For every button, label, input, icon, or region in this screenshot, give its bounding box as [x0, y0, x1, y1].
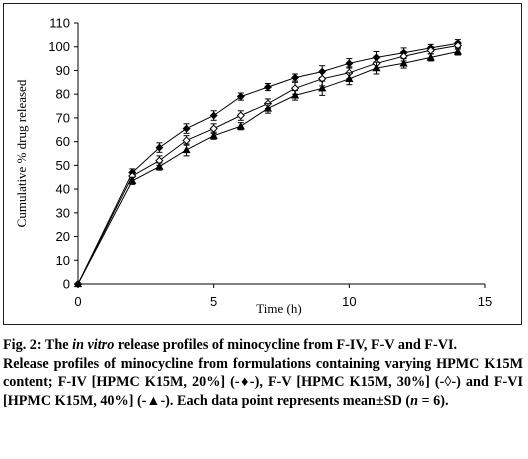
figure-title: Fig. 2: The in vitro release profiles of…	[3, 336, 523, 355]
y-tick-label: 90	[56, 63, 70, 78]
series-1-point	[209, 111, 218, 120]
series-3-point	[236, 121, 245, 130]
series-3-point	[73, 279, 83, 288]
series-1-point	[345, 59, 354, 68]
series-3-point	[128, 176, 137, 184]
figure-caption: Fig. 2: The in vitro release profiles of…	[3, 336, 523, 410]
series-1-line	[77, 42, 458, 285]
figure-title-part-1: The	[44, 337, 73, 353]
series-1-point	[182, 124, 191, 133]
series-2-point	[182, 136, 191, 145]
y-tick-label: 20	[56, 229, 70, 244]
x-tick-label: 0	[74, 294, 81, 309]
series-1-point	[236, 92, 245, 101]
series-3-point	[318, 84, 327, 92]
series-3-point	[426, 53, 435, 61]
y-tick-label: 50	[56, 158, 70, 173]
y-tick-label: 110	[49, 16, 70, 31]
y-tick-label: 0	[63, 277, 70, 292]
series-3-point	[345, 74, 354, 82]
series-3-point	[453, 47, 462, 55]
series-3-line	[77, 51, 459, 285]
y-tick-label: 40	[56, 182, 70, 197]
y-tick-label: 10	[56, 253, 70, 268]
figure-description-text: Release profiles of minocycline from for…	[3, 355, 523, 409]
y-axis-label: Cumulative % drug released	[14, 79, 29, 227]
series-1-point	[263, 83, 272, 92]
series-2-line	[77, 45, 458, 285]
figure-title-part-2: release profiles of minocycline from F-I…	[114, 337, 458, 353]
series-2-point	[209, 124, 218, 133]
series-2-point	[236, 111, 245, 120]
figure-description-end: = 6).	[417, 392, 449, 409]
figure-description-n: n	[410, 392, 418, 409]
series-3-point	[182, 145, 191, 154]
series-1-point	[291, 73, 300, 82]
y-tick-label: 30	[56, 205, 70, 220]
figure-label: Fig. 2:	[3, 337, 42, 353]
y-tick-label: 60	[56, 134, 70, 149]
x-axis-label: Time (h)	[256, 301, 301, 316]
series-3-point	[290, 91, 300, 99]
series-1-point	[155, 143, 164, 152]
figure-title-italic: in vitro	[72, 337, 115, 353]
y-tick-label: 100	[48, 39, 70, 54]
series-3-point	[209, 131, 218, 139]
x-tick-label: 15	[478, 294, 492, 309]
y-tick-label: 70	[56, 110, 70, 125]
series-3-point	[263, 104, 273, 112]
x-tick-label: 5	[210, 294, 217, 309]
series-3-point	[372, 63, 381, 72]
chart-frame: 0 10 20 30 40 50 60 70 80 90 100 110 0 5 10 15 Time (h) C…	[3, 3, 522, 325]
series-3-point	[399, 59, 408, 67]
series-3-point	[155, 162, 164, 170]
release-profile-chart: 0 10 20 30 40 50 60 70 80 90 100 110 0 5 10 15 Time (h) C…	[14, 16, 492, 317]
y-tick-label: 80	[56, 87, 70, 102]
figure-description: Release profiles of minocycline from for…	[3, 355, 523, 411]
x-tick-label: 10	[342, 294, 356, 309]
